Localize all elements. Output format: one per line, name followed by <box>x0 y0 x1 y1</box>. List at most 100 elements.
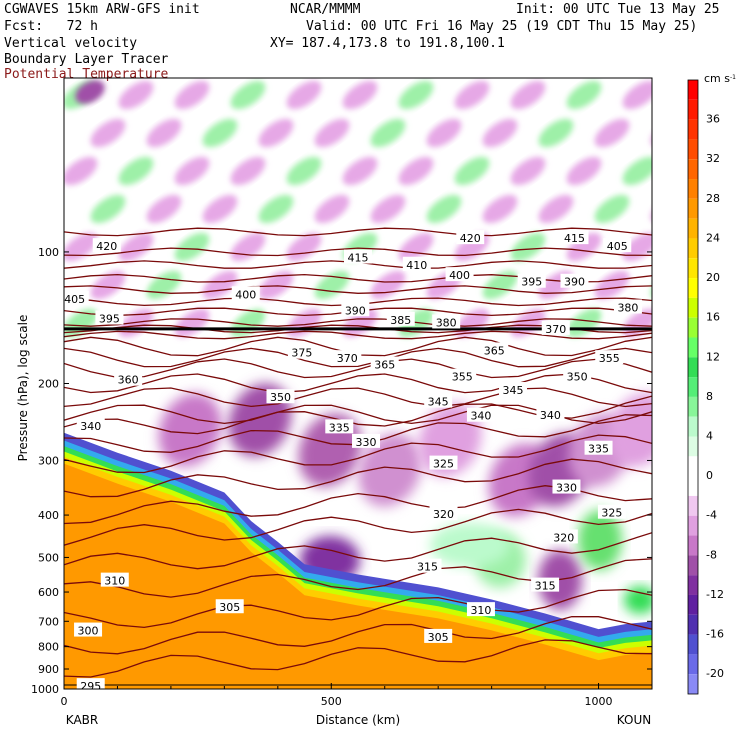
velocity-cell <box>510 232 546 262</box>
theta-label-bg <box>215 599 244 614</box>
theta-label: 305 <box>219 601 240 614</box>
theta-label-bg <box>386 311 415 326</box>
theta-label: 390 <box>345 304 366 317</box>
velocity-cell <box>258 194 294 224</box>
theta-label: 385 <box>390 314 411 327</box>
theta-label: 315 <box>535 580 556 593</box>
velocity-cell <box>64 156 98 186</box>
colorbar-bin <box>688 258 698 279</box>
colorbar-bin <box>688 357 698 378</box>
theta-contour <box>64 247 652 257</box>
theta-contour <box>64 458 652 498</box>
theta-contour <box>64 373 652 394</box>
theta-label-bg <box>114 371 143 386</box>
velocity-cell <box>258 118 294 148</box>
velocity-cell <box>258 270 294 300</box>
theta-label: 410 <box>406 259 427 272</box>
colorbar-label: 4 <box>706 430 713 443</box>
x-axis: 0 500 1000 <box>61 683 613 708</box>
theta-contour <box>64 387 652 408</box>
theta-label: 325 <box>601 507 622 520</box>
theta-label-bg <box>92 238 121 253</box>
theta-label: 375 <box>291 347 312 360</box>
y-axis-title: Pressure (hPa), log scale <box>16 315 30 462</box>
theta-label-bg <box>563 368 592 383</box>
velocity-cell <box>608 393 652 467</box>
velocity-cell <box>314 194 350 224</box>
theta-label: 405 <box>64 293 85 306</box>
velocity-cell <box>566 156 602 186</box>
theta-contour <box>64 532 652 570</box>
velocity-cell <box>538 118 574 148</box>
velocity-cell <box>566 232 602 262</box>
theta-label-bg <box>584 440 613 455</box>
velocity-cell <box>286 232 322 262</box>
theta-label: 415 <box>348 252 369 265</box>
x-right-station: KOUN <box>617 713 651 727</box>
velocity-cell <box>370 194 406 224</box>
theta-label-bg <box>536 406 565 421</box>
colorbar-label: -16 <box>706 628 724 641</box>
theta-label: 340 <box>470 410 491 423</box>
theta-contour <box>64 347 652 368</box>
velocity-cell <box>622 232 652 262</box>
theta-label-bg <box>413 558 442 573</box>
velocity-cell <box>398 232 434 262</box>
theta-label: 315 <box>417 561 438 574</box>
velocity-cell <box>426 118 462 148</box>
velocity-cell <box>146 194 182 224</box>
theta-label: 320 <box>553 531 574 544</box>
theta-label-bg <box>541 320 570 335</box>
velocity-cell <box>482 194 518 224</box>
header-init: Init: 00 UTC Tue 13 May 25 <box>516 2 720 17</box>
theta-label-bg <box>552 479 581 494</box>
x-left-station: KABR <box>66 713 98 727</box>
theta-label: 345 <box>428 396 449 409</box>
colorbar-bin <box>688 80 698 100</box>
theta-label: 310 <box>470 604 491 617</box>
theta-label-bg <box>266 389 295 404</box>
colorbar-label: -4 <box>706 509 717 522</box>
theta-label-bg <box>76 678 105 689</box>
colorbar-label: 16 <box>706 311 720 324</box>
theta-label-bg <box>424 393 453 408</box>
theta-label-bg <box>595 350 624 365</box>
y-tick-label: 500 <box>38 551 59 564</box>
y-tick-label: 900 <box>38 663 59 676</box>
velocity-cell <box>398 80 434 110</box>
colorbar: 36 32 28 24 20 16 12 8 4 0 -4 -8 -12 -16 -20 <box>687 79 724 695</box>
theta-label-bg <box>100 572 129 587</box>
theta-label-bg <box>597 504 626 519</box>
header-org: NCAR/MMMM <box>290 2 361 17</box>
colorbar-label: 0 <box>706 469 713 482</box>
velocity-cell <box>624 586 652 614</box>
theta-label: 420 <box>96 240 117 253</box>
theta-label-bg <box>560 230 589 245</box>
theta-label: 345 <box>503 384 524 397</box>
velocity-cell <box>650 118 652 148</box>
theta-label: 400 <box>235 288 256 301</box>
theta-label: 320 <box>433 508 454 521</box>
theta-label-bg <box>402 256 431 271</box>
theta-contour <box>64 273 652 283</box>
theta-labels: 420 420 415 415 410 405 405 400 400 395 395 390 390 3… <box>64 230 642 689</box>
colorbar-frame <box>687 79 699 695</box>
velocity-cell <box>64 232 98 262</box>
y-tick-label: 200 <box>38 378 59 391</box>
theta-label: 370 <box>337 352 358 365</box>
velocity-cell <box>342 80 378 110</box>
theta-label-bg <box>341 302 370 317</box>
theta-label-bg <box>499 382 528 397</box>
theta-label-bg <box>466 602 495 617</box>
velocity-cell <box>594 270 630 300</box>
velocity-cell <box>146 270 182 300</box>
colorbar-label: -8 <box>706 548 717 561</box>
colorbar-bin <box>688 99 698 120</box>
colorbar-bin <box>688 436 698 457</box>
velocity-cell <box>202 194 238 224</box>
theta-label-bg <box>231 286 260 301</box>
theta-contour <box>64 639 652 678</box>
header-field-vertical-velocity: Vertical velocity <box>4 36 138 51</box>
y-tick-label: 400 <box>38 509 59 522</box>
theta-label: 390 <box>564 276 585 289</box>
